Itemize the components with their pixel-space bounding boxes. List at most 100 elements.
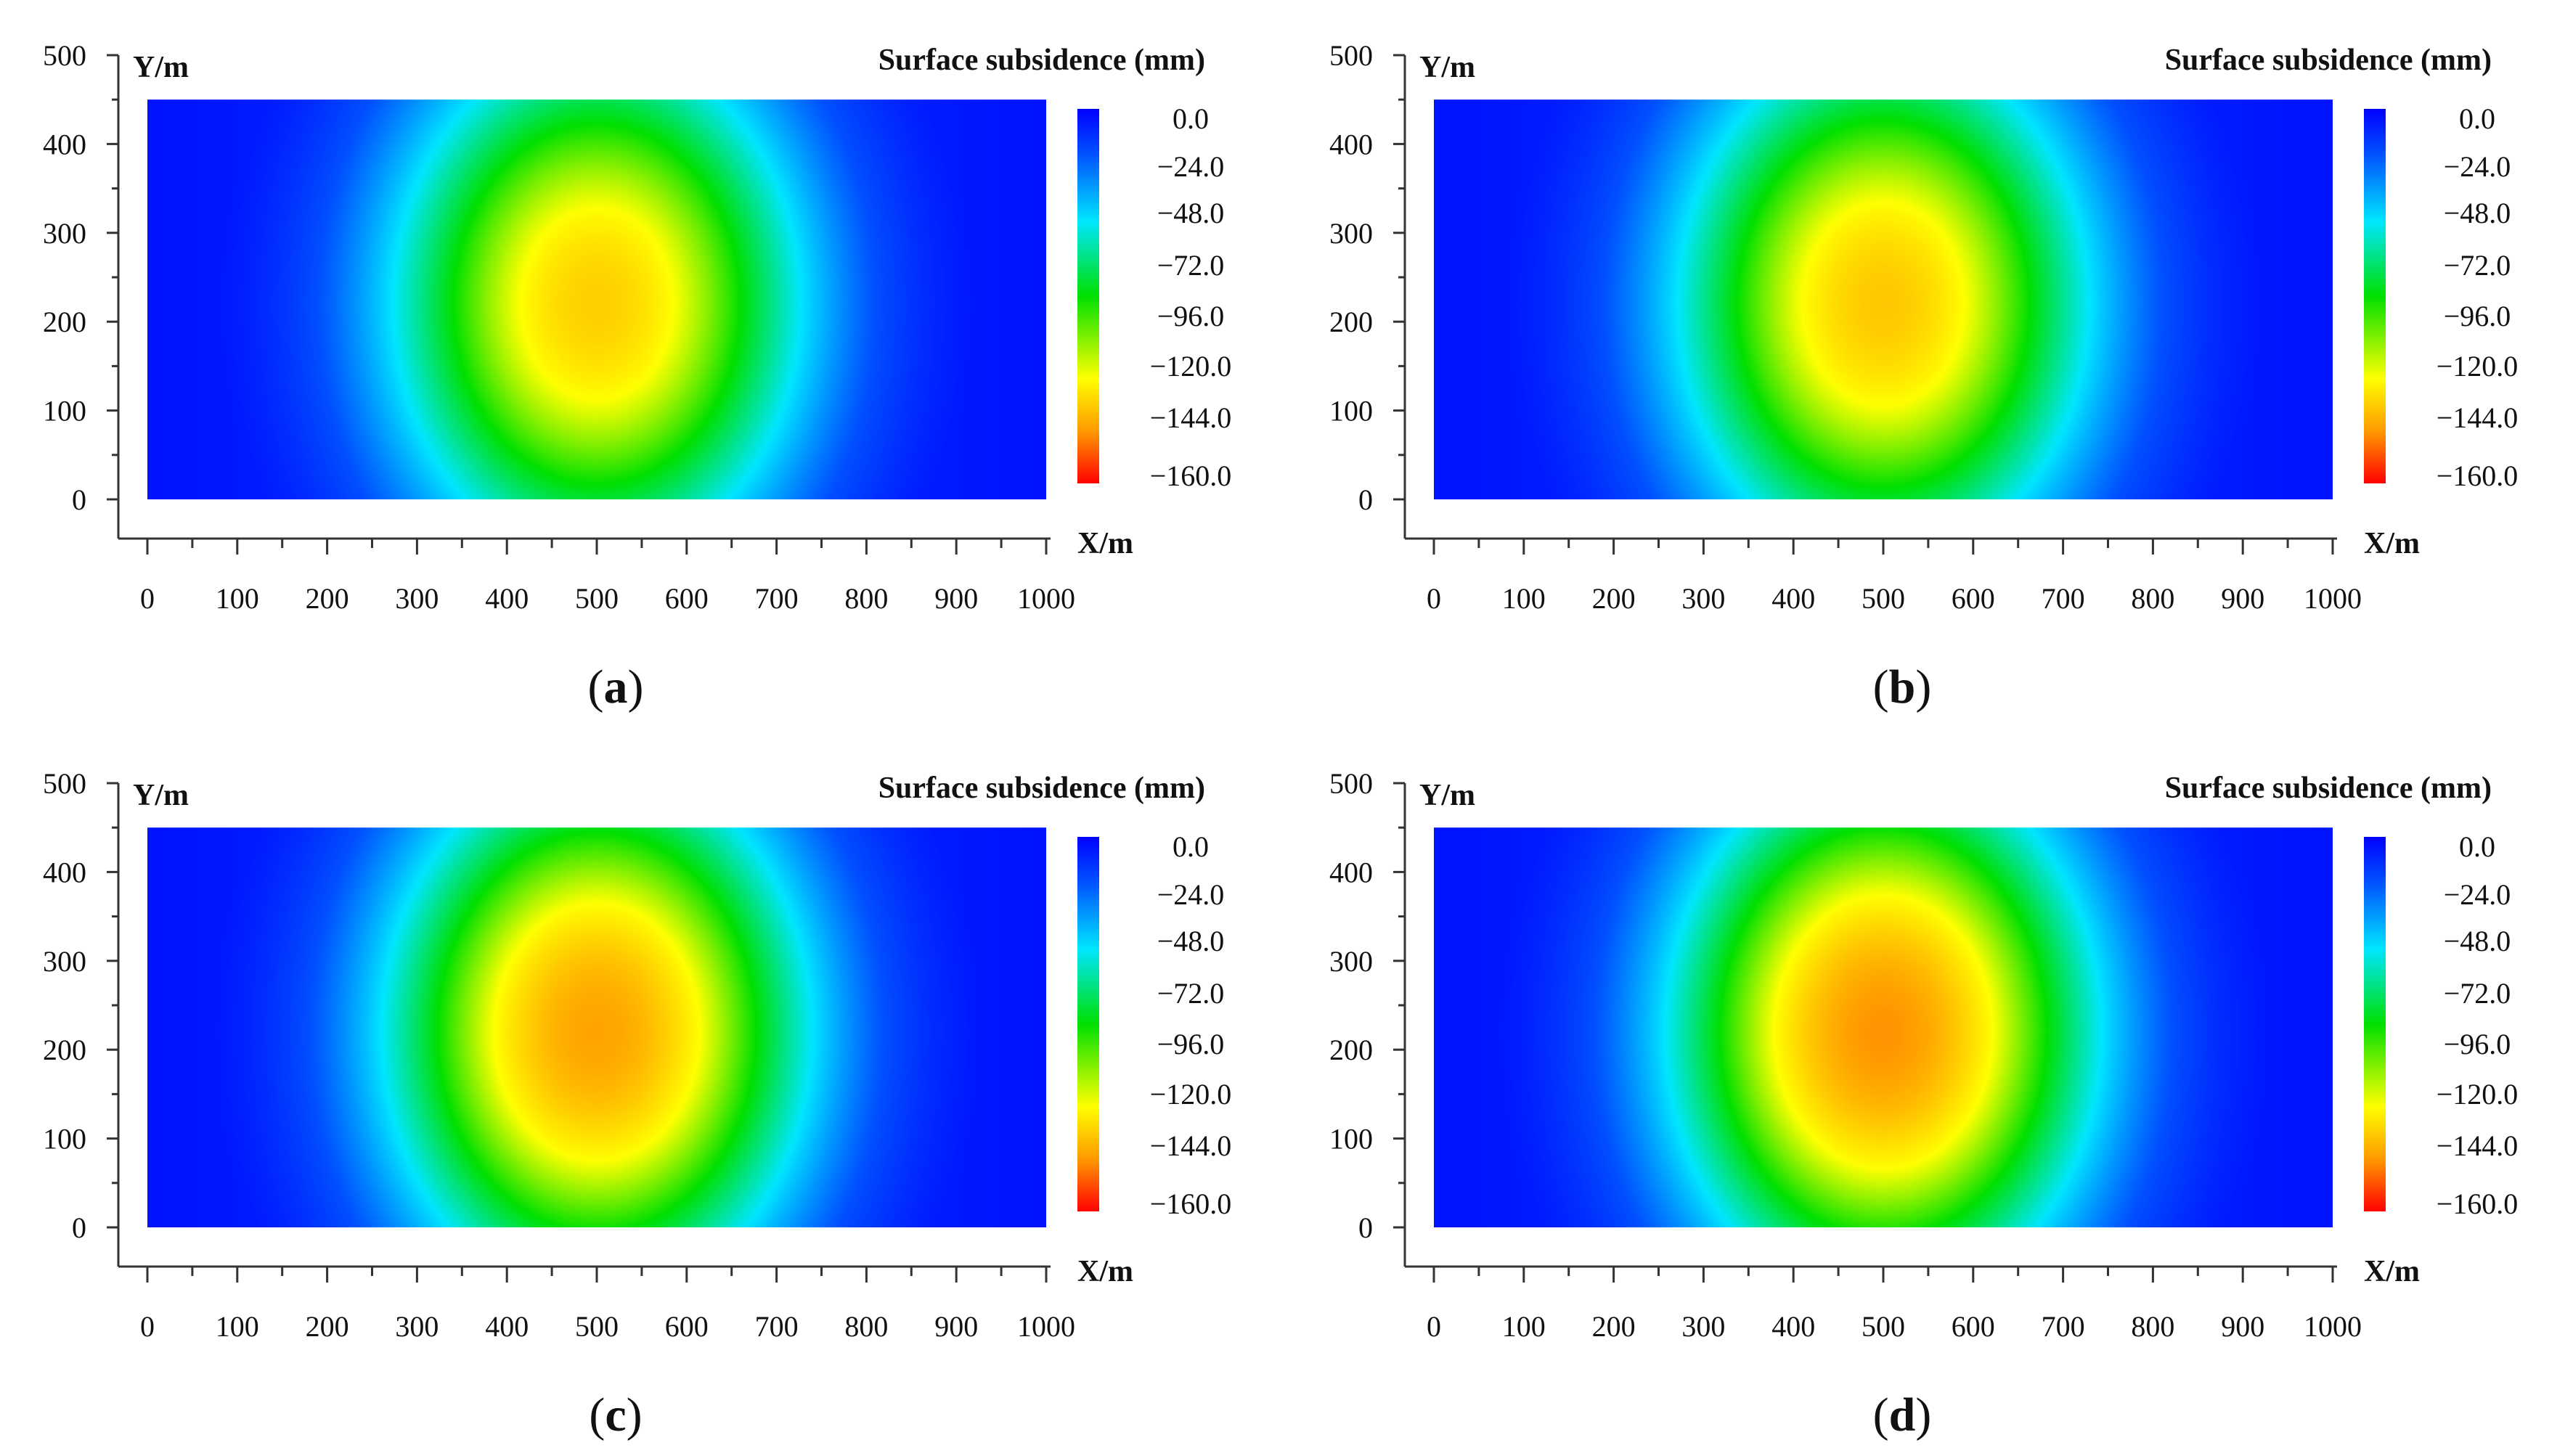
colorbar [2364, 837, 2386, 1211]
colorbar-tick-label: −24.0 [2444, 150, 2511, 183]
panel-label-letter: d [1889, 1388, 1916, 1441]
y-tick-label: 200 [1329, 306, 1373, 338]
x-tick-label: 0 [140, 1310, 155, 1343]
x-tick-label: 400 [485, 582, 529, 615]
x-tick-label: 400 [485, 1310, 529, 1343]
colorbar-tick-label: −144.0 [2437, 401, 2519, 434]
x-tick-label: 800 [844, 582, 888, 615]
x-tick-label: 1000 [2304, 582, 2362, 615]
x-tick-label: 400 [1771, 582, 1815, 615]
x-tick-label: 900 [2221, 1310, 2264, 1343]
y-axis-title: Y/m [133, 779, 189, 812]
y-tick-label: 0 [1358, 483, 1373, 516]
colorbar-tick-label: −72.0 [1157, 249, 1225, 282]
y-axis-title: Y/m [1419, 779, 1475, 812]
y-axis-title: Y/m [133, 51, 189, 84]
y-tick-label: 200 [1329, 1034, 1373, 1066]
x-tick-label: 600 [665, 1310, 709, 1343]
colorbar-tick-label: −144.0 [1150, 1129, 1232, 1162]
panel-label-open: ( [588, 660, 604, 713]
panel-label-letter: c [605, 1388, 626, 1441]
y-tick-label: 100 [43, 395, 86, 428]
x-tick-label: 100 [216, 1310, 259, 1343]
x-axis-title: X/m [1077, 527, 1133, 560]
colorbar-title: Surface subsidence (mm) [2165, 772, 2492, 805]
y-tick-label: 300 [43, 217, 86, 250]
x-tick-label: 700 [2042, 582, 2085, 615]
x-tick-label: 1000 [1017, 582, 1075, 615]
colorbar-tick-label: −120.0 [1150, 350, 1232, 383]
x-tick-label: 700 [755, 1310, 799, 1343]
panel-label: (b) [1873, 660, 1932, 713]
colorbar-tick-label: −72.0 [1157, 977, 1225, 1010]
x-tick-label: 600 [1952, 582, 1995, 615]
x-tick-label: 700 [2042, 1310, 2085, 1343]
x-tick-label: 100 [216, 582, 259, 615]
x-tick-label: 900 [934, 582, 978, 615]
x-tick-label: 0 [1427, 582, 1441, 615]
colorbar [1077, 109, 1099, 483]
y-tick-label: 300 [43, 945, 86, 978]
colorbar-tick-label: −48.0 [2444, 925, 2511, 957]
colorbar-tick-label: −120.0 [2437, 1078, 2519, 1111]
x-axis-title: X/m [2364, 1255, 2420, 1288]
panel-label-letter: a [604, 660, 628, 713]
colorbar-tick-label: −24.0 [1157, 150, 1225, 183]
y-axis-title: Y/m [1419, 51, 1475, 84]
chart-svg: 0 100 200 300 400 500 0 100 200 300 400 500 600 700 80… [1329, 767, 2519, 1441]
colorbar-tick-label: −96.0 [1157, 1028, 1225, 1060]
panel-label-close: ) [1915, 1388, 1931, 1441]
x-tick-label: 500 [575, 582, 619, 615]
y-tick-label: 0 [1358, 1211, 1373, 1244]
x-tick-label: 600 [665, 582, 709, 615]
colorbar-tick-label: −120.0 [1150, 1078, 1232, 1111]
colorbar-tick-label: −96.0 [2444, 300, 2511, 332]
y-tick-label: 500 [1329, 767, 1373, 800]
colorbar-title: Surface subsidence (mm) [2165, 44, 2492, 77]
colorbar-tick-label: −72.0 [2444, 249, 2511, 282]
subsidence-heatmap [1434, 99, 2333, 499]
x-tick-label: 300 [395, 582, 439, 615]
x-tick-label: 400 [1771, 1310, 1815, 1343]
colorbar-tick-label: −72.0 [2444, 977, 2511, 1010]
panel-label: (c) [589, 1388, 642, 1441]
colorbar-tick-label: −160.0 [2437, 459, 2519, 492]
x-tick-label: 900 [934, 1310, 978, 1343]
x-tick-label: 200 [1592, 1310, 1636, 1343]
panel-label: (a) [588, 660, 644, 713]
x-tick-label: 100 [1502, 1310, 1546, 1343]
y-tick-label: 300 [1329, 217, 1373, 250]
x-tick-label: 500 [1862, 1310, 1905, 1343]
y-tick-label: 200 [43, 1034, 86, 1066]
colorbar-tick-label: −160.0 [1150, 459, 1232, 492]
colorbar-tick-label: 0.0 [2459, 102, 2495, 135]
panel-label: (d) [1873, 1388, 1932, 1441]
y-tick-label: 100 [1329, 1123, 1373, 1156]
x-tick-label: 200 [306, 1310, 349, 1343]
x-tick-label: 500 [1862, 582, 1905, 615]
subsidence-heatmap [1434, 827, 2333, 1227]
panel-b: 0 100 200 300 400 500 0 100 200 300 400 500 600 700 80… [1286, 0, 2573, 728]
colorbar-title: Surface subsidence (mm) [878, 772, 1205, 805]
colorbar-tick-label: −48.0 [1157, 925, 1225, 957]
y-tick-label: 500 [43, 39, 86, 72]
y-tick-label: 300 [1329, 945, 1373, 978]
x-tick-label: 700 [755, 582, 799, 615]
colorbar [1077, 837, 1099, 1211]
colorbar-title: Surface subsidence (mm) [878, 44, 1205, 77]
y-tick-label: 400 [1329, 856, 1373, 888]
panel-d: 0 100 200 300 400 500 0 100 200 300 400 500 600 700 80… [1286, 728, 2573, 1456]
x-tick-label: 200 [306, 582, 349, 615]
panel-label-close: ) [1915, 660, 1931, 713]
colorbar-tick-label: 0.0 [1173, 102, 1209, 135]
x-tick-label: 1000 [2304, 1310, 2362, 1343]
x-tick-label: 500 [575, 1310, 619, 1343]
panel-label-open: ( [1873, 660, 1889, 713]
y-tick-label: 400 [43, 856, 86, 888]
x-tick-label: 900 [2221, 582, 2264, 615]
x-tick-label: 300 [1681, 582, 1725, 615]
x-tick-label: 300 [1681, 1310, 1725, 1343]
y-tick-label: 100 [43, 1123, 86, 1156]
colorbar-tick-label: −24.0 [1157, 878, 1225, 911]
x-tick-label: 800 [844, 1310, 888, 1343]
